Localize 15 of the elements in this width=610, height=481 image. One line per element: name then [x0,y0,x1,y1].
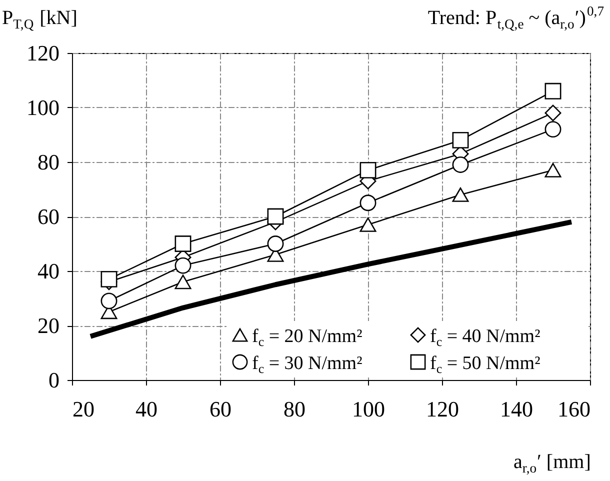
y-tick-label: 40 [38,258,60,284]
x-tick-label: 120 [426,396,459,422]
y-tick-label: 60 [38,204,60,229]
x-tick-label: 80 [284,396,306,422]
x-tick-label: 140 [500,396,533,422]
y-tick-label: 80 [38,150,60,174]
y-tick-label: 0 [48,368,60,392]
x-tick-label: 60 [210,396,232,422]
y-tick-label: 120 [26,40,60,66]
x-tick-label: 100 [352,396,385,422]
x-tick-label: 160 [558,396,590,422]
x-tick-label: 40 [136,396,158,422]
y-tick-label: 20 [38,313,60,338]
x-tick-label: 20 [72,396,94,422]
y-tick-label: 100 [26,95,60,120]
